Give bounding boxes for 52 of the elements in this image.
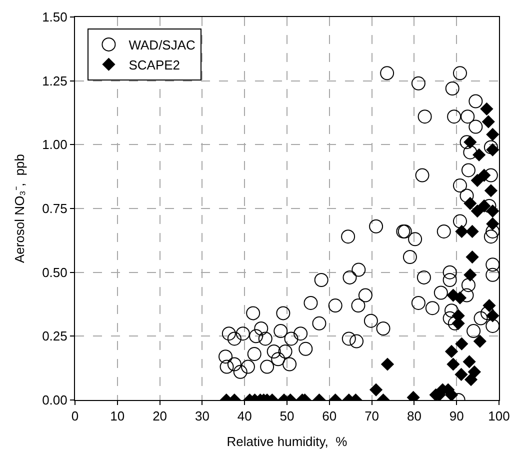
y-tick-label: 1.50 (42, 10, 68, 25)
point (466, 250, 479, 264)
x-tick-label: 40 (237, 408, 252, 424)
x-tick-label: 100 (488, 408, 510, 424)
legend-label: SCAPE2 (128, 57, 180, 72)
point (484, 184, 498, 197)
x-axis-title: Relative humidity, % (226, 434, 348, 450)
legend-label: WAD/SJAC (128, 38, 196, 53)
x-tick-label: 80 (406, 408, 422, 424)
point (462, 355, 476, 368)
point (464, 197, 477, 210)
point (472, 148, 486, 162)
point (486, 309, 499, 322)
point (480, 102, 494, 116)
x-tick-label: 60 (322, 408, 337, 424)
point (464, 136, 477, 148)
y-axis-title: Aerosol NO₃⁻, ppb (12, 154, 28, 264)
point (471, 174, 484, 187)
point (482, 115, 495, 128)
point (455, 337, 468, 350)
x-tick-label: 50 (280, 408, 294, 424)
y-tick-label: 0.75 (42, 201, 68, 216)
point (446, 288, 460, 302)
y-tick-label: 0.25 (42, 328, 68, 344)
point (486, 217, 499, 230)
point (464, 268, 477, 282)
x-tick-label: 10 (110, 408, 125, 424)
point (370, 383, 382, 396)
y-tick-label: 0.50 (42, 264, 68, 280)
point (445, 345, 458, 358)
point (454, 368, 468, 381)
point (455, 225, 468, 238)
y-tick-label: 1.25 (42, 73, 68, 88)
point (486, 204, 499, 218)
point (471, 204, 484, 218)
y-tick-label: 0.00 (42, 392, 68, 408)
point (474, 334, 486, 348)
point (478, 200, 491, 212)
point (478, 168, 491, 182)
point (482, 299, 496, 312)
point (446, 358, 460, 371)
point (486, 128, 499, 141)
point (486, 143, 499, 156)
x-tick-label: 20 (152, 408, 168, 424)
x-tick-label: 90 (449, 408, 464, 424)
x-tick-label: 70 (364, 408, 380, 424)
y-tick-label: 1.00 (42, 137, 68, 152)
x-tick-label: 0 (71, 408, 79, 424)
x-tick-label: 30 (194, 408, 210, 424)
point (464, 373, 478, 386)
point (381, 358, 394, 371)
point (466, 225, 479, 238)
